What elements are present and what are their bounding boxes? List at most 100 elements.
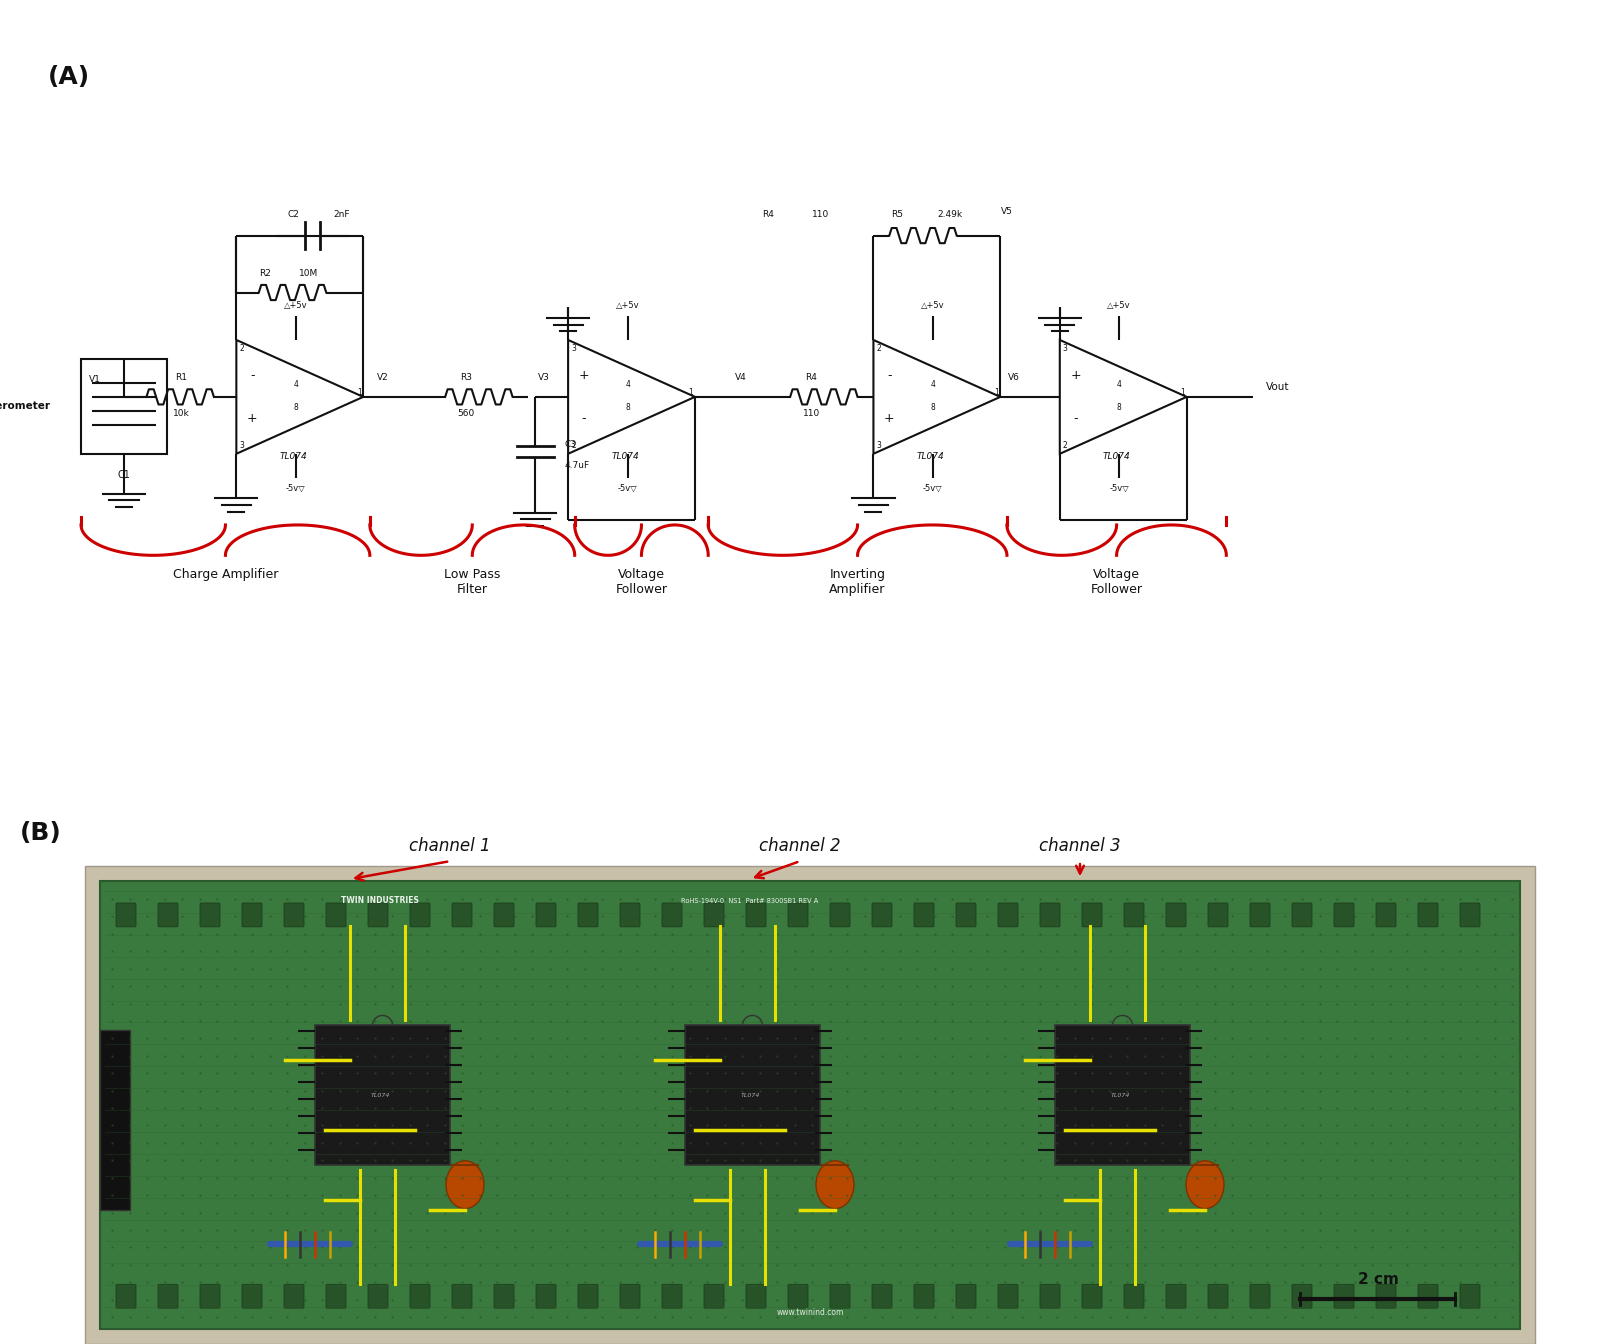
Text: (A): (A)	[48, 65, 90, 89]
FancyBboxPatch shape	[1040, 903, 1059, 927]
FancyBboxPatch shape	[914, 1285, 934, 1308]
Text: Low Pass
Filter: Low Pass Filter	[445, 567, 501, 595]
FancyBboxPatch shape	[158, 903, 178, 927]
Text: Vout: Vout	[1266, 383, 1290, 392]
FancyBboxPatch shape	[998, 1285, 1018, 1308]
Text: 3: 3	[1062, 344, 1067, 353]
Text: Inverting
Amplifier: Inverting Amplifier	[829, 567, 886, 595]
Text: +: +	[883, 413, 894, 425]
Text: 8: 8	[626, 403, 630, 411]
FancyBboxPatch shape	[494, 1285, 514, 1308]
Text: R4: R4	[805, 374, 818, 383]
FancyBboxPatch shape	[1040, 1285, 1059, 1308]
FancyBboxPatch shape	[746, 903, 766, 927]
FancyBboxPatch shape	[872, 1285, 891, 1308]
Text: 110: 110	[811, 210, 829, 219]
Ellipse shape	[446, 1161, 483, 1208]
Text: -: -	[582, 413, 586, 425]
Text: 3: 3	[571, 344, 576, 353]
FancyBboxPatch shape	[85, 866, 1534, 1344]
Text: R5: R5	[891, 210, 904, 219]
FancyBboxPatch shape	[704, 903, 723, 927]
Text: 1: 1	[688, 387, 693, 396]
Text: channel 2: channel 2	[758, 837, 842, 855]
FancyBboxPatch shape	[115, 903, 136, 927]
Text: channel 1: channel 1	[410, 837, 491, 855]
FancyBboxPatch shape	[830, 1285, 850, 1308]
FancyBboxPatch shape	[578, 903, 598, 927]
FancyBboxPatch shape	[914, 903, 934, 927]
FancyBboxPatch shape	[787, 903, 808, 927]
Text: 2nF: 2nF	[334, 210, 350, 219]
Ellipse shape	[1186, 1161, 1224, 1208]
Text: TL074: TL074	[1110, 1093, 1130, 1098]
FancyBboxPatch shape	[830, 903, 850, 927]
FancyBboxPatch shape	[1334, 903, 1354, 927]
Text: V3: V3	[538, 374, 550, 383]
FancyBboxPatch shape	[685, 1025, 819, 1165]
FancyBboxPatch shape	[315, 1025, 450, 1165]
Text: +: +	[1070, 368, 1082, 382]
Text: channel 3: channel 3	[1038, 837, 1122, 855]
FancyBboxPatch shape	[578, 1285, 598, 1308]
Text: -: -	[1074, 413, 1078, 425]
FancyBboxPatch shape	[1250, 903, 1270, 927]
Text: 8: 8	[293, 403, 298, 411]
FancyBboxPatch shape	[1208, 1285, 1227, 1308]
Text: 2: 2	[571, 441, 576, 450]
FancyBboxPatch shape	[619, 903, 640, 927]
Text: C1: C1	[117, 469, 131, 480]
FancyBboxPatch shape	[1208, 903, 1227, 927]
FancyBboxPatch shape	[200, 1285, 219, 1308]
Text: Voltage
Follower: Voltage Follower	[616, 567, 667, 595]
Text: RoHS-194V-0  NS1  Part# 8300SB1 REV A: RoHS-194V-0 NS1 Part# 8300SB1 REV A	[682, 898, 819, 905]
FancyBboxPatch shape	[285, 903, 304, 927]
FancyBboxPatch shape	[1376, 1285, 1395, 1308]
FancyBboxPatch shape	[368, 903, 387, 927]
FancyBboxPatch shape	[200, 903, 219, 927]
Text: 1: 1	[1181, 387, 1186, 396]
FancyBboxPatch shape	[115, 1285, 136, 1308]
Text: R2: R2	[259, 269, 272, 278]
FancyBboxPatch shape	[998, 903, 1018, 927]
Text: 4: 4	[626, 380, 630, 388]
Text: -: -	[250, 368, 254, 382]
FancyBboxPatch shape	[242, 903, 262, 927]
Text: R4: R4	[762, 210, 774, 219]
Text: TL074: TL074	[741, 1093, 760, 1098]
FancyBboxPatch shape	[704, 1285, 723, 1308]
FancyBboxPatch shape	[494, 903, 514, 927]
Text: www.twinind.com: www.twinind.com	[776, 1308, 843, 1317]
FancyBboxPatch shape	[326, 903, 346, 927]
Text: 110: 110	[803, 410, 819, 418]
Text: V1: V1	[90, 375, 101, 384]
Text: +: +	[246, 413, 258, 425]
FancyBboxPatch shape	[326, 1285, 346, 1308]
FancyBboxPatch shape	[1459, 1285, 1480, 1308]
Text: -5v▽: -5v▽	[923, 484, 942, 493]
FancyBboxPatch shape	[1418, 903, 1438, 927]
FancyBboxPatch shape	[536, 903, 557, 927]
FancyBboxPatch shape	[1459, 903, 1480, 927]
FancyBboxPatch shape	[1123, 1285, 1144, 1308]
FancyBboxPatch shape	[746, 1285, 766, 1308]
Text: 4: 4	[293, 380, 298, 388]
FancyBboxPatch shape	[1123, 903, 1144, 927]
FancyBboxPatch shape	[1166, 903, 1186, 927]
Text: 560: 560	[458, 410, 475, 418]
FancyBboxPatch shape	[536, 1285, 557, 1308]
FancyBboxPatch shape	[1082, 1285, 1102, 1308]
Text: TL074: TL074	[370, 1093, 390, 1098]
Text: TL074: TL074	[280, 452, 307, 461]
Text: TL074: TL074	[611, 452, 638, 461]
Text: V4: V4	[736, 374, 747, 383]
FancyBboxPatch shape	[451, 903, 472, 927]
FancyBboxPatch shape	[99, 1031, 130, 1210]
Text: C3: C3	[565, 439, 576, 449]
Text: V5: V5	[1002, 207, 1013, 216]
Text: Accelerometer: Accelerometer	[0, 402, 51, 411]
Text: 10M: 10M	[299, 269, 318, 278]
FancyBboxPatch shape	[285, 1285, 304, 1308]
FancyBboxPatch shape	[1250, 1285, 1270, 1308]
Text: 1: 1	[357, 387, 362, 396]
